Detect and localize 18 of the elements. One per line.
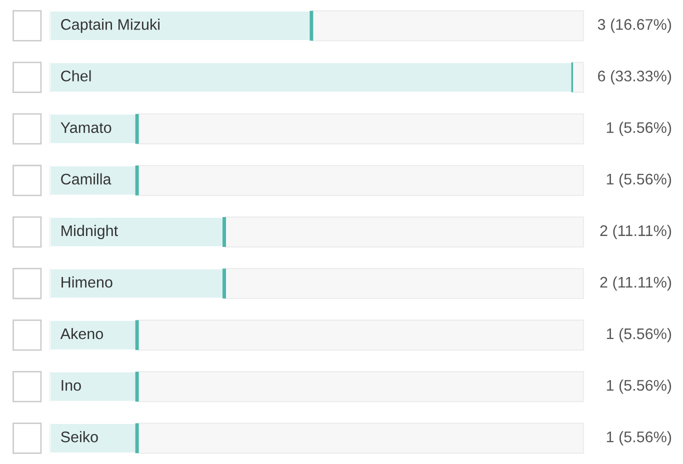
data-label: 3 (16.67%) [598, 18, 672, 33]
data-label: 2 (11.11%) [600, 276, 672, 291]
y-tick-label: Captain Mizuki [61, 18, 160, 33]
data-label: 1 (5.56%) [606, 380, 672, 394]
y-tick-label: Midnight [62, 224, 118, 240]
data-label: 2 (11.11%) [600, 224, 672, 240]
data-label: 1 (5.56%) [606, 328, 672, 342]
data-label: 1 (5.56%) [606, 431, 672, 446]
y-tick-label: Ino [62, 380, 81, 391]
y-tick-label: Himeno [62, 276, 112, 288]
y-tick-label: Chel [61, 70, 91, 82]
y-tick-label: Camilla [61, 173, 112, 185]
data-label: 1 (5.56%) [606, 173, 672, 188]
data-label: 6 (33.33%) [598, 70, 672, 84]
data-label: 1 (5.56%) [606, 122, 672, 136]
y-tick-label: Yamato [60, 122, 112, 133]
y-tick-label: Seiko [61, 431, 98, 442]
y-tick-label: Akeno [60, 328, 103, 340]
